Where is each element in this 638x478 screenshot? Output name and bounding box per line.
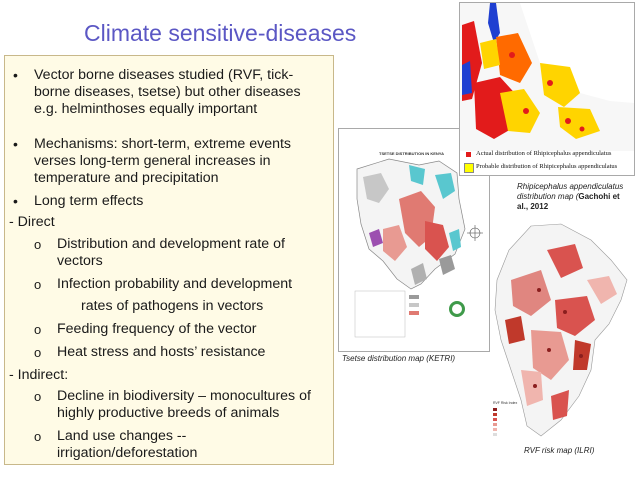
bullet-line: Long term effects xyxy=(34,193,144,209)
slide-title: Climate sensitive-diseases xyxy=(84,20,357,46)
sub-bullet-line: irrigation/deforestation xyxy=(57,445,198,461)
bullet-line: verses long-term general increases in xyxy=(34,153,271,169)
rvf-legend-title: RVF Risk Index xyxy=(493,401,518,405)
sub-bullet-line: Land use changes -- xyxy=(57,428,187,444)
sub-bullet-line: rates of pathogens in vectors xyxy=(81,298,264,314)
sub-bullet-marker: o xyxy=(34,429,42,444)
sub-bullet-marker: o xyxy=(34,237,42,252)
bullet-marker: • xyxy=(13,67,18,83)
rvf-map-graphic xyxy=(493,223,628,437)
sub-bullet-line: vectors xyxy=(57,253,103,269)
sub-bullet-marker: o xyxy=(34,345,42,360)
bullet-marker: • xyxy=(13,136,18,152)
tsetse-map-graphic xyxy=(354,158,483,338)
rhipicephalus-caption-line2: distribution map ( xyxy=(517,192,579,201)
sub-bullet-line: Heat stress and hosts’ resistance xyxy=(57,344,266,360)
rvf-map-caption: RVF risk map (ILRI) xyxy=(524,446,595,455)
tsetse-map-caption: Tsetse distribution map (KETRI) xyxy=(342,354,456,363)
section-heading-direct: - Direct xyxy=(9,214,55,230)
sub-bullet-line: highly productive breeds of animals xyxy=(57,405,280,421)
sub-bullet-marker: o xyxy=(34,389,42,404)
rhipicephalus-caption-author: Gachohi et xyxy=(578,192,620,201)
bullet-line: temperature and precipitation xyxy=(34,170,219,186)
bullet-line: Vector borne diseases studied (RVF, tick… xyxy=(34,67,294,83)
sub-bullet-line: Infection probability and development xyxy=(57,276,293,292)
bullet-line: Mechanisms: short-term, extreme events xyxy=(34,136,292,152)
sub-bullet-line: Feeding frequency of the vector xyxy=(57,321,257,337)
sub-bullet-line: Distribution and development rate of xyxy=(57,236,285,252)
legend-actual-label: Actual distribution of Rhipicephalus app… xyxy=(476,150,612,157)
bullet-text-box: • Vector borne diseases studied (RVF, ti… xyxy=(4,55,334,465)
legend-actual-swatch xyxy=(466,152,471,157)
bullet-line: e.g. helminthoses equally important xyxy=(34,101,258,117)
bullet-marker: • xyxy=(13,193,18,209)
rhipicephalus-caption-line1: Rhipicephalus appendiculatus xyxy=(517,182,624,191)
tsetse-map-inner-title: TSETSE DISTRIBUTION IN KENYA xyxy=(379,151,444,156)
legend-probable-label: Probable distribution of Rhipicephalus a… xyxy=(476,163,618,170)
rhipicephalus-map-caption: Rhipicephalus appendiculatus distributio… xyxy=(517,182,623,212)
rhipicephalus-caption-year: al., 2012 xyxy=(517,202,549,211)
sub-bullet-marker: o xyxy=(34,277,42,292)
bullet-line: borne diseases, tsetse) but other diseas… xyxy=(34,84,301,100)
rhipicephalus-map-graphic xyxy=(460,3,634,151)
rhipicephalus-map-image: Actual distribution of Rhipicephalus app… xyxy=(459,2,635,176)
sub-bullet-line: Decline in biodiversity – monocultures o… xyxy=(57,388,311,404)
sub-bullet-marker: o xyxy=(34,322,42,337)
legend-probable-swatch xyxy=(464,163,474,173)
rvf-map-image: RVF Risk Index xyxy=(491,220,633,440)
section-heading-indirect: - Indirect: xyxy=(9,367,69,383)
